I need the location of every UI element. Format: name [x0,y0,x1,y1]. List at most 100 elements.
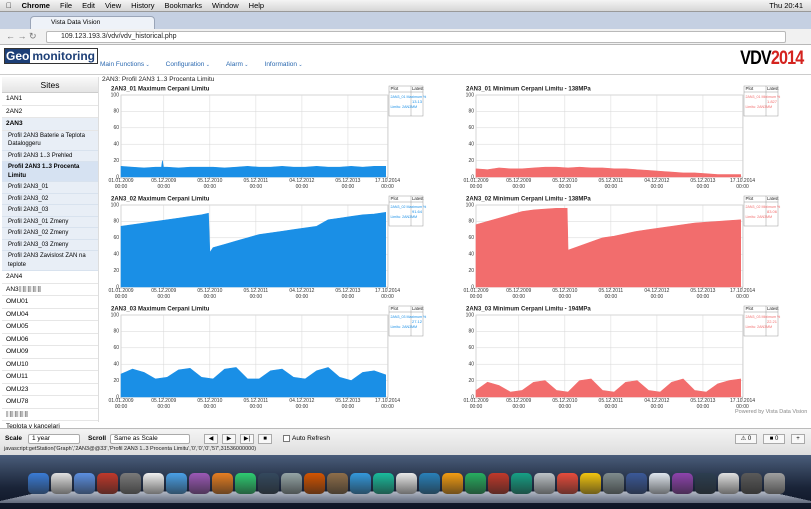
apple-icon[interactable]:  [6,1,12,10]
menu-item[interactable]: Window [206,1,239,10]
site-item[interactable]: OMU06 [2,334,98,346]
dock-icon[interactable] [396,473,417,494]
dock-icon[interactable] [258,473,279,494]
site-item[interactable]: 2AN2 [2,106,98,118]
checkbox[interactable] [283,435,290,442]
dock-icon[interactable] [74,473,95,494]
dock-icon[interactable] [281,473,302,494]
dock-icon[interactable] [465,473,486,494]
dock-icon[interactable] [350,473,371,494]
message-count[interactable]: ■ 0 [763,434,785,444]
app-menu[interactable]: Chrome [16,1,50,10]
dock-icon[interactable] [442,473,463,494]
menu-item[interactable]: Edit [76,1,95,10]
scroll-select[interactable]: Same as Scale [110,434,190,444]
dock-icon[interactable] [557,473,578,494]
site-item[interactable] [2,409,98,421]
x-tick-label: 05.12.2009 00:00 [151,398,177,410]
dock-icon[interactable] [580,473,601,494]
address-bar[interactable]: 109.123.193.3/vdv/vdv_historical.php [46,31,786,43]
y-tick-label: 60 [468,235,474,241]
site-item[interactable]: OMU05 [2,321,98,334]
legend-entry[interactable]: 2AN3_01 Maximum % [391,95,428,99]
add-button[interactable]: + [791,434,805,444]
site-item[interactable]: OMU09 [2,346,98,359]
site-subitem[interactable]: Profil 2AN3_02 [2,193,98,205]
legend-entry[interactable]: 2AN3_03 Minimum % [746,315,782,319]
site-item[interactable]: 2AN3 [2,118,98,131]
dock-icon[interactable] [304,473,325,494]
logo[interactable]: Geo monitoring [4,48,98,64]
site-subitem[interactable]: Profil 2AN3_03 [2,205,98,217]
menu-item[interactable]: View [99,1,121,10]
legend-entry[interactable]: 2AN3_01 Minimum % [746,95,782,99]
menu-item[interactable]: File [54,1,72,10]
site-subitem[interactable]: Profil 2AN3 1..3 Procenta Limitu [2,162,98,182]
dock-icon[interactable] [143,473,164,494]
dock-icon[interactable] [488,473,509,494]
site-subitem[interactable]: Profil 2AN3_01 [2,182,98,194]
dock-icon[interactable] [649,473,670,494]
dock-icon[interactable] [120,473,141,494]
site-item[interactable]: OMU01 [2,296,98,309]
dock-icon[interactable] [626,473,647,494]
menu-item[interactable]: Bookmarks [158,1,202,10]
dock-icon[interactable] [511,473,532,494]
dock-icon[interactable] [419,473,440,494]
dock-icon[interactable] [212,473,233,494]
dock-icon[interactable] [718,473,739,494]
site-subitem[interactable]: Profil 2AN3 Baterie a Teplota Datalogger… [2,130,98,151]
dock-icon[interactable] [189,473,210,494]
nav-item[interactable]: Information [265,61,303,68]
alarm-count[interactable]: ⚠ 0 [735,434,757,444]
dock-icon[interactable] [373,473,394,494]
nav-item[interactable]: Main Functions [100,61,150,68]
site-subitem[interactable]: Profil 2AN3_03 Zmeny [2,239,98,251]
site-subitem[interactable]: Profil 2AN3 1..3 Prehled [2,150,98,162]
dock-icon[interactable] [28,473,49,494]
dock-icon[interactable] [235,473,256,494]
dock-icon[interactable] [741,473,762,494]
legend-entry[interactable]: Limitu: 2AN3MM [746,325,773,329]
site-item[interactable]: 2AN4 [2,271,98,284]
prev-button[interactable]: ◀ [204,434,218,444]
dock-icon[interactable] [764,473,785,494]
legend-entry[interactable]: Limitu: 2AN3MM [391,325,418,329]
next-button[interactable]: ▶ [222,434,236,444]
dock-icon[interactable] [695,473,716,494]
site-subitem[interactable]: Profil 2AN3_01 Zmeny [2,216,98,228]
site-subitem[interactable]: Profil 2AN3_02 Zmeny [2,228,98,240]
site-item[interactable]: OMU10 [2,359,98,371]
end-button[interactable]: ▶| [240,434,254,444]
dock-icon[interactable] [534,473,555,494]
dock-icon[interactable] [51,473,72,494]
legend-entry[interactable]: Limitu: 2AN3MM [746,105,773,109]
dock-icon[interactable] [166,473,187,494]
dock-icon[interactable] [327,473,348,494]
browser-tab[interactable]: Vista Data Vision [30,16,155,29]
site-item[interactable]: OMU23 [2,384,98,396]
dock-icon[interactable] [603,473,624,494]
site-item[interactable]: OMU11 [2,371,98,384]
legend-entry[interactable]: 2AN3_03 Maximum % [391,315,428,319]
menu-item[interactable]: History [125,1,154,10]
site-subitem[interactable]: Profil 2AN3 Zavislost ZAN na teplote [2,251,98,271]
y-tick-label: 60 [113,235,119,241]
site-item[interactable]: OMU04 [2,309,98,321]
site-item[interactable]: AN3 [2,284,98,296]
scale-select[interactable]: 1 year [28,434,80,444]
legend-entry[interactable]: 2AN3_02 Minimum % [746,205,782,209]
pause-button[interactable]: ■ [258,434,272,444]
nav-item[interactable]: Alarm [226,61,249,68]
legend-entry[interactable]: Limitu: 2AN3MM [391,215,418,219]
legend-entry[interactable]: Limitu: 2AN3MM [391,105,418,109]
legend-entry[interactable]: 2AN3_02 Maximum % [391,205,428,209]
site-item[interactable]: OMU78 [2,396,98,409]
dock-icon[interactable] [672,473,693,494]
menu-item[interactable]: Help [243,1,264,10]
site-item[interactable]: 1AN1 [2,93,98,106]
nav-item[interactable]: Configuration [166,61,210,68]
legend-entry[interactable]: Limitu: 2AN3MM [746,215,773,219]
dock-icon[interactable] [97,473,118,494]
nav-buttons[interactable]: ← → ↻ [6,31,37,41]
